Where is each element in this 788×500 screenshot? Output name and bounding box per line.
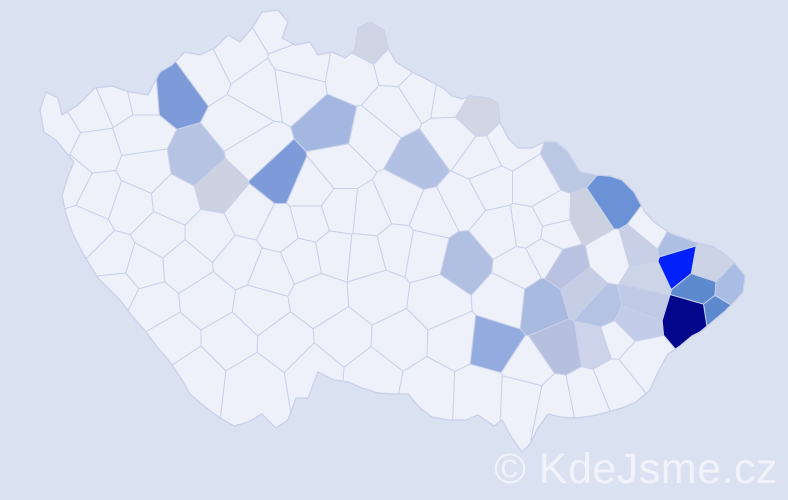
country-outline bbox=[39, 9, 746, 453]
district-polygon[interactable] bbox=[500, 334, 555, 387]
district-polygon[interactable] bbox=[584, 228, 630, 286]
district-polygon[interactable] bbox=[223, 120, 295, 182]
district-polygon[interactable] bbox=[600, 320, 636, 360]
